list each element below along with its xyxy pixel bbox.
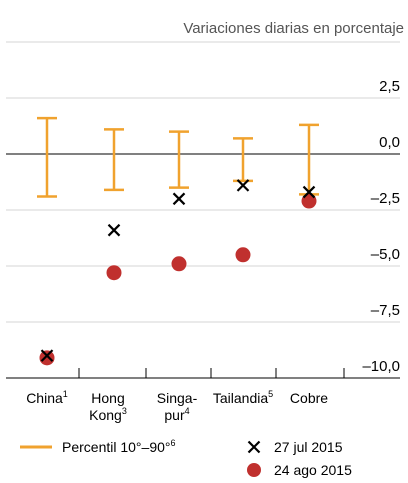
- cross-stroke: [172, 192, 186, 206]
- legend-label-24-ago: 24 ago 2015: [274, 462, 352, 478]
- x-tick-label: Tailandia5: [213, 389, 273, 406]
- data-points: [39, 179, 317, 366]
- legend-item-percentile: Percentil 10°–90°6: [20, 438, 176, 455]
- point-24-ago: [106, 265, 122, 281]
- percentile-bar: [37, 116, 57, 198]
- x-tick-label: Kong3: [89, 406, 127, 423]
- cross-stroke: [107, 223, 121, 237]
- x-tick-label: Singa-: [157, 390, 198, 406]
- cross-stroke: [236, 179, 250, 192]
- y-tick-label: –10,0: [362, 358, 400, 375]
- legend-swatch-cross: [247, 440, 261, 454]
- y-axis: 2,5 0,0 –2,5 –5,0 –7,5 –10,0: [362, 78, 400, 375]
- cross-stroke: [302, 185, 316, 199]
- point-24-ago: [171, 256, 187, 272]
- y-tick-label: –7,5: [371, 302, 400, 319]
- percentile-bar: [104, 128, 124, 192]
- point-27-jul: [107, 223, 121, 237]
- point-24-ago: [235, 247, 251, 263]
- point-27-jul: [40, 349, 54, 362]
- point-27-jul: [172, 192, 186, 206]
- y-tick-label: –2,5: [371, 190, 400, 207]
- chart-subtitle: Variaciones diarias en porcentaje: [183, 20, 404, 37]
- percentile-bar: [233, 137, 253, 183]
- percentile-bar: [169, 130, 189, 189]
- y-tick-label: –5,0: [371, 246, 400, 263]
- x-tick-label: pur4: [164, 406, 189, 423]
- grid: [6, 41, 400, 379]
- x-tick-label: Hong: [91, 390, 124, 406]
- percentile-bar: [299, 123, 319, 196]
- point-27-jul: [302, 185, 316, 199]
- x-tick-label: Cobre: [290, 390, 328, 406]
- x-tick-label: China1: [26, 389, 68, 406]
- point-27-jul: [236, 179, 250, 192]
- legend-swatch-circle: [247, 463, 261, 477]
- cross-stroke: [40, 349, 54, 362]
- legend-item-24-ago: 24 ago 2015: [247, 462, 352, 478]
- percentile-ranges: [37, 116, 319, 198]
- legend-item-27-jul: 27 jul 2015: [247, 439, 343, 455]
- legend-label-27-jul: 27 jul 2015: [274, 439, 343, 455]
- legend: Percentil 10°–90°6 27 jul 2015 24 ago 2015: [20, 438, 352, 478]
- point-24-ago: [39, 350, 55, 366]
- y-tick-label: 2,5: [379, 78, 400, 95]
- legend-label-percentile: Percentil 10°–90°6: [62, 438, 176, 455]
- y-tick-label: 0,0: [379, 134, 400, 151]
